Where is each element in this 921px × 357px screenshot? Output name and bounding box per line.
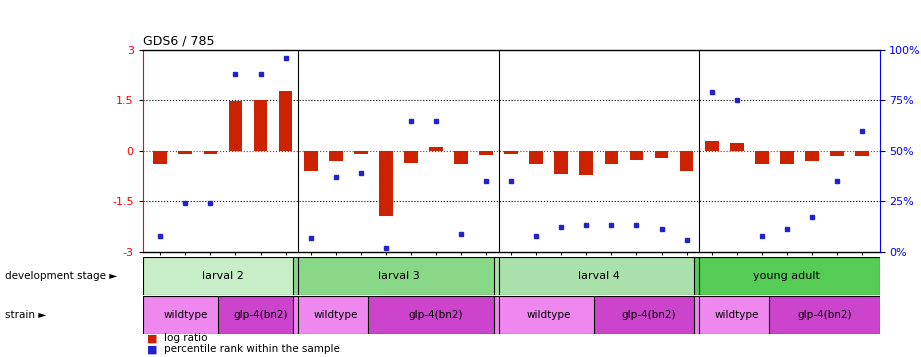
Bar	[630, 151, 644, 160]
Bar	[554, 151, 568, 174]
Text: wildtype: wildtype	[527, 310, 571, 320]
Text: ■: ■	[147, 344, 157, 354]
Bar	[594, 296, 705, 334]
Bar	[579, 151, 593, 175]
Bar	[368, 296, 504, 334]
Text: glp-4(bn2): glp-4(bn2)	[798, 310, 852, 320]
Text: development stage ►: development stage ►	[5, 271, 117, 281]
Bar	[755, 151, 769, 164]
Bar	[293, 296, 379, 334]
Bar	[329, 151, 343, 161]
Bar	[304, 151, 318, 171]
Bar	[494, 296, 604, 334]
Bar	[680, 151, 694, 171]
Bar	[179, 151, 192, 154]
Bar	[228, 101, 242, 151]
Bar	[454, 151, 468, 164]
Bar	[218, 296, 303, 334]
Bar	[479, 151, 493, 155]
Text: larval 3: larval 3	[378, 271, 419, 281]
Bar	[494, 257, 705, 295]
Bar	[354, 151, 367, 154]
Bar	[505, 151, 518, 154]
Bar	[705, 141, 718, 151]
Bar	[154, 151, 168, 164]
Bar	[429, 147, 443, 151]
Bar	[855, 151, 869, 156]
Text: young adult: young adult	[753, 271, 821, 281]
Text: log ratio: log ratio	[164, 333, 207, 343]
Bar	[729, 144, 743, 151]
Text: wildtype: wildtype	[715, 310, 759, 320]
Text: wildtype: wildtype	[313, 310, 358, 320]
Bar	[830, 151, 844, 156]
Bar	[279, 91, 293, 151]
Bar	[604, 151, 618, 164]
Bar	[694, 296, 779, 334]
Text: GDS6 / 785: GDS6 / 785	[143, 34, 215, 47]
Text: larval 2: larval 2	[202, 271, 244, 281]
Text: larval 4: larval 4	[578, 271, 620, 281]
Bar	[404, 151, 418, 162]
Bar	[204, 151, 217, 154]
Bar	[655, 151, 669, 158]
Bar	[293, 257, 504, 295]
Text: ■: ■	[147, 333, 157, 343]
Text: wildtype: wildtype	[163, 310, 207, 320]
Bar	[805, 151, 819, 161]
Bar	[694, 257, 880, 295]
Text: strain ►: strain ►	[5, 310, 46, 320]
Text: glp-4(bn2): glp-4(bn2)	[622, 310, 676, 320]
Bar	[143, 296, 228, 334]
Bar	[253, 100, 267, 151]
Bar	[780, 151, 794, 164]
Text: glp-4(bn2): glp-4(bn2)	[233, 310, 287, 320]
Text: glp-4(bn2): glp-4(bn2)	[409, 310, 463, 320]
Bar	[143, 257, 303, 295]
Bar	[769, 296, 880, 334]
Text: percentile rank within the sample: percentile rank within the sample	[164, 344, 340, 354]
Bar	[530, 151, 543, 164]
Bar	[379, 151, 392, 216]
